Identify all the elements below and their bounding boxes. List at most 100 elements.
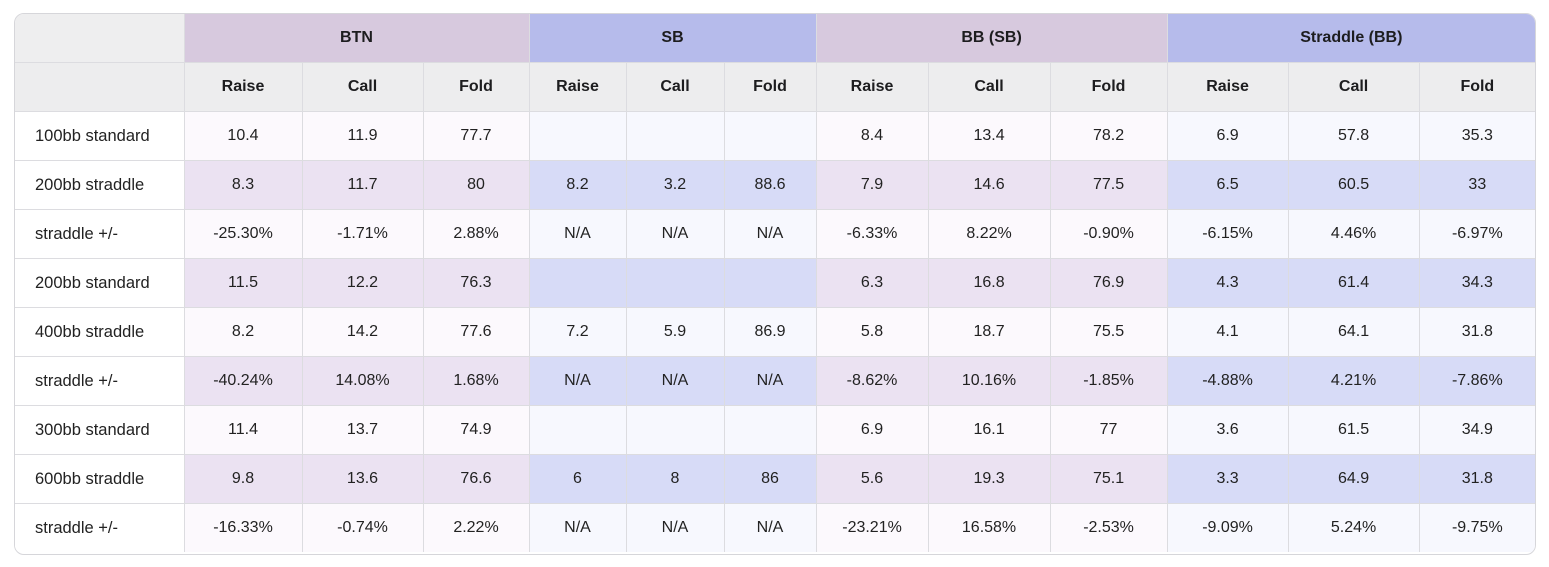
table-cell: 14.2 — [301, 307, 424, 357]
table-cell: 3.2 — [625, 160, 725, 210]
column-header: Call — [1287, 62, 1420, 112]
table-cell: 5.9 — [625, 307, 725, 357]
row-label: 400bb straddle — [15, 307, 185, 357]
column-header: Call — [625, 62, 725, 112]
table-cell: N/A — [528, 356, 627, 406]
table-cell: 6 — [528, 454, 627, 504]
table-cell: 8.4 — [815, 111, 929, 161]
table-cell: 14.08% — [301, 356, 424, 406]
table-cell: 64.9 — [1287, 454, 1420, 504]
table-cell: -8.62% — [815, 356, 929, 406]
table-cell: 8.2 — [528, 160, 627, 210]
table-row: 200bb straddle 8.3 11.7 80 8.2 3.2 88.6 7.9 14.6… — [15, 160, 1535, 210]
table-row: 200bb standard 11.5 12.2 76.3 6.3 16.8 76.9 4.3… — [15, 258, 1535, 308]
table-cell: 7.9 — [815, 160, 929, 210]
table-cell: 4.1 — [1166, 307, 1289, 357]
table-cell: 76.9 — [1049, 258, 1168, 308]
column-header: Raise — [528, 62, 627, 112]
row-label: 200bb standard — [15, 258, 185, 308]
table-cell: N/A — [723, 356, 817, 406]
table-cell: -16.33% — [183, 503, 303, 552]
table-cell: 88.6 — [723, 160, 817, 210]
table-cell: 10.4 — [183, 111, 303, 161]
table-cell: 77.5 — [1049, 160, 1168, 210]
column-header: Call — [301, 62, 424, 112]
table-cell: 6.5 — [1166, 160, 1289, 210]
table-cell: -7.86% — [1418, 356, 1535, 406]
table-cell: 31.8 — [1418, 307, 1535, 357]
table-cell: 4.3 — [1166, 258, 1289, 308]
stats-table-container: BTN SB BB (SB) Straddle (BB) Raise Call … — [14, 13, 1536, 555]
table-cell: -6.97% — [1418, 209, 1535, 259]
table-cell: 31.8 — [1418, 454, 1535, 504]
table-cell: 80 — [422, 160, 530, 210]
table-cell: N/A — [723, 503, 817, 552]
table-row: 600bb straddle 9.8 13.6 76.6 6 8 86 5.6 19.3 75.1… — [15, 454, 1535, 504]
table-cell: 19.3 — [927, 454, 1051, 504]
column-header: Raise — [183, 62, 303, 112]
table-cell — [528, 258, 627, 308]
table-cell: 18.7 — [927, 307, 1051, 357]
table-cell: 4.21% — [1287, 356, 1420, 406]
table-cell: -4.88% — [1166, 356, 1289, 406]
table-cell: -1.71% — [301, 209, 424, 259]
table-cell: -25.30% — [183, 209, 303, 259]
row-label: straddle +/- — [15, 503, 185, 552]
row-label: straddle +/- — [15, 356, 185, 406]
column-header: Fold — [1049, 62, 1168, 112]
table-cell: 16.8 — [927, 258, 1051, 308]
table-cell: 76.6 — [422, 454, 530, 504]
table-cell: N/A — [625, 503, 725, 552]
table-cell: 77 — [1049, 405, 1168, 455]
table-cell: 5.8 — [815, 307, 929, 357]
sub-header-row: Raise Call Fold Raise Call Fold Raise Ca… — [15, 62, 1535, 112]
table-cell: 57.8 — [1287, 111, 1420, 161]
table-row: 100bb standard 10.4 11.9 77.7 8.4 13.4 78.2 6.9… — [15, 111, 1535, 161]
column-header: Call — [927, 62, 1051, 112]
row-label: 100bb standard — [15, 111, 185, 161]
table-cell: 75.5 — [1049, 307, 1168, 357]
group-header-straddle: Straddle (BB) — [1166, 14, 1535, 63]
table-cell: 16.1 — [927, 405, 1051, 455]
group-header-sb: SB — [528, 14, 817, 63]
corner-cell-sub — [15, 62, 185, 112]
table-cell: 12.2 — [301, 258, 424, 308]
table-cell: -2.53% — [1049, 503, 1168, 552]
table-cell: 86.9 — [723, 307, 817, 357]
row-label: 600bb straddle — [15, 454, 185, 504]
table-cell: 16.58% — [927, 503, 1051, 552]
table-cell: 3.6 — [1166, 405, 1289, 455]
table-cell: -23.21% — [815, 503, 929, 552]
table-cell: 11.7 — [301, 160, 424, 210]
table-cell: 5.24% — [1287, 503, 1420, 552]
table-cell: 11.9 — [301, 111, 424, 161]
table-row: straddle +/- -25.30% -1.71% 2.88% N/A N/A N/A -… — [15, 209, 1535, 259]
table-cell: 2.22% — [422, 503, 530, 552]
table-cell: 35.3 — [1418, 111, 1535, 161]
table-cell: -1.85% — [1049, 356, 1168, 406]
table-cell — [625, 258, 725, 308]
group-header-bb: BB (SB) — [815, 14, 1168, 63]
table-row: 300bb standard 11.4 13.7 74.9 6.9 16.1 77 3.6 61… — [15, 405, 1535, 455]
table-cell: 64.1 — [1287, 307, 1420, 357]
table-cell: -6.15% — [1166, 209, 1289, 259]
table-body: 100bb standard 10.4 11.9 77.7 8.4 13.4 78.2 6.9… — [15, 111, 1535, 552]
column-header: Raise — [1166, 62, 1289, 112]
table-cell: N/A — [625, 209, 725, 259]
table-cell: 3.3 — [1166, 454, 1289, 504]
table-cell: 34.3 — [1418, 258, 1535, 308]
table-cell: 9.8 — [183, 454, 303, 504]
table-cell: 8.3 — [183, 160, 303, 210]
table-row: 400bb straddle 8.2 14.2 77.6 7.2 5.9 86.9 5.8 18… — [15, 307, 1535, 357]
table-cell: 8.2 — [183, 307, 303, 357]
table-cell: 60.5 — [1287, 160, 1420, 210]
table-cell: 77.7 — [422, 111, 530, 161]
table-cell: 75.1 — [1049, 454, 1168, 504]
group-header-btn: BTN — [183, 14, 530, 63]
table-cell: 33 — [1418, 160, 1535, 210]
row-label: straddle +/- — [15, 209, 185, 259]
table-cell: N/A — [625, 356, 725, 406]
column-header: Fold — [1418, 62, 1535, 112]
table-cell — [723, 258, 817, 308]
table-cell: -0.74% — [301, 503, 424, 552]
